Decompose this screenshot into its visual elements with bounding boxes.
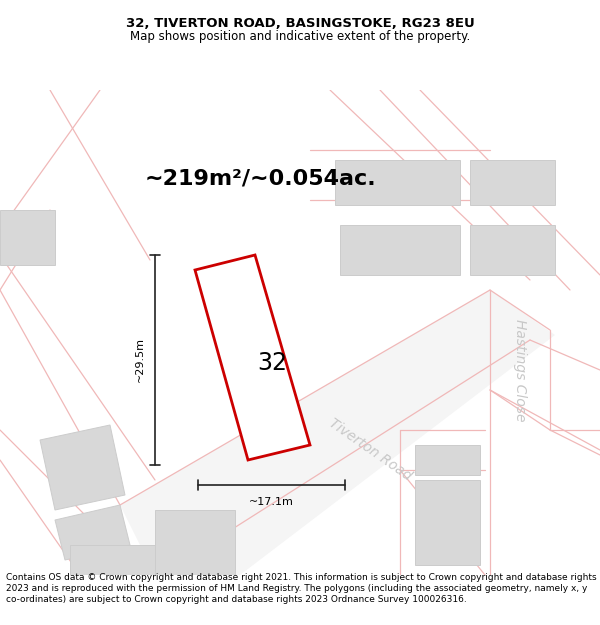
Text: 32, TIVERTON ROAD, BASINGSTOKE, RG23 8EU: 32, TIVERTON ROAD, BASINGSTOKE, RG23 8EU	[125, 18, 475, 30]
Text: 32: 32	[257, 351, 287, 374]
Polygon shape	[335, 160, 460, 205]
Polygon shape	[70, 545, 155, 575]
Polygon shape	[55, 505, 130, 560]
Text: ~17.1m: ~17.1m	[249, 497, 294, 507]
Text: Tiverton Road: Tiverton Road	[326, 416, 414, 484]
Polygon shape	[415, 445, 480, 475]
Polygon shape	[120, 290, 555, 575]
Text: Hastings Close: Hastings Close	[513, 319, 527, 421]
Polygon shape	[470, 225, 555, 275]
Text: ~29.5m: ~29.5m	[135, 338, 145, 382]
Text: Map shows position and indicative extent of the property.: Map shows position and indicative extent…	[130, 30, 470, 42]
Polygon shape	[40, 425, 125, 510]
Polygon shape	[155, 510, 235, 575]
Text: ~219m²/~0.054ac.: ~219m²/~0.054ac.	[145, 169, 377, 189]
Polygon shape	[340, 225, 460, 275]
Text: Contains OS data © Crown copyright and database right 2021. This information is : Contains OS data © Crown copyright and d…	[6, 573, 596, 604]
Polygon shape	[415, 480, 480, 565]
Polygon shape	[0, 210, 55, 265]
Polygon shape	[470, 160, 555, 205]
Polygon shape	[195, 255, 310, 460]
